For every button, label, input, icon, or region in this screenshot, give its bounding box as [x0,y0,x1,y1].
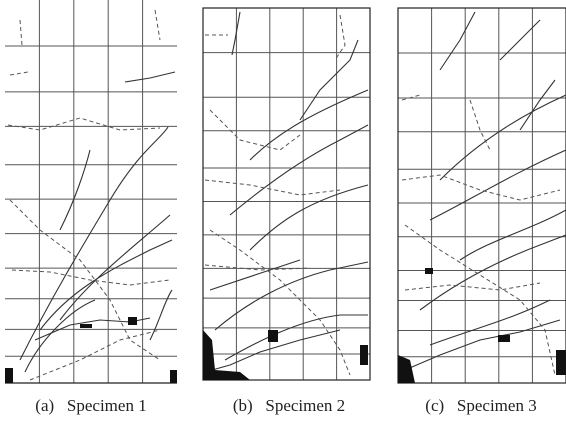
caption: (b) Specimen 2 [232,396,346,415]
frame [202,7,371,381]
frame [397,7,566,384]
caption: (a) Specimen 1 [35,396,147,415]
cracks-specimen-2 [203,11,369,380]
grids [5,0,566,384]
cracks-specimen-1 [5,9,177,383]
caption: (c) Specimen 3 [425,396,537,415]
cracks-specimen-3 [398,11,566,383]
